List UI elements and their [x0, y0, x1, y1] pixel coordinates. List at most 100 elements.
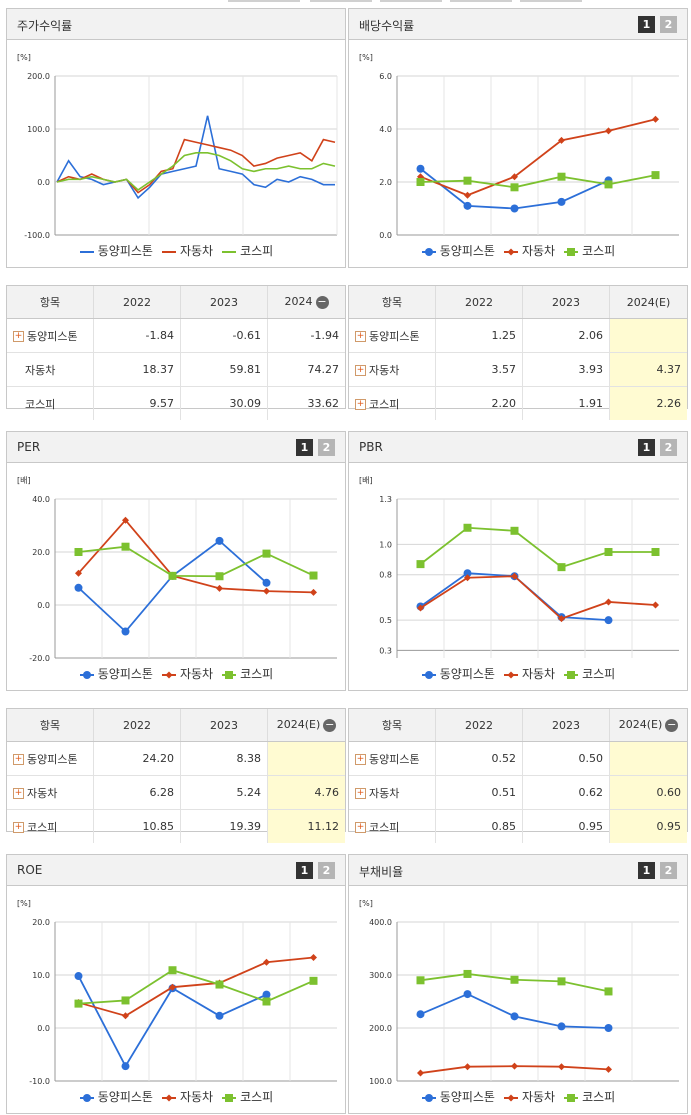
row-name[interactable]: + 자동차: [349, 352, 436, 387]
page-2-button[interactable]: 2: [318, 439, 335, 456]
panel-header: 배당수익률 1 2: [349, 9, 687, 40]
table-cell: 33.62: [307, 397, 340, 410]
stock-return-table-panel: 항목 2022 2023 2024− + 동양피스톤 -1.84 -0.61 -1.94 자동차 1…: [6, 285, 346, 420]
dividend-table-panel: 항목 2022 2023 2024(E) + 동양피스톤 1.25 2.06 + 자동차 3.57 3…: [348, 285, 688, 420]
table-cell: [609, 318, 687, 353]
table-header-row: 항목 2022 2023 2024(E): [349, 286, 687, 319]
page-2-button[interactable]: 2: [318, 862, 335, 879]
expand-plus-icon[interactable]: +: [355, 822, 366, 833]
page-1-button[interactable]: 1: [296, 439, 313, 456]
y-tick-label: 0.0: [37, 1024, 50, 1033]
data-point: [652, 115, 659, 123]
stock-return-table: 항목 2022 2023 2024− + 동양피스톤 -1.84 -0.61 -1.94 자동차 1…: [7, 286, 345, 420]
row-name[interactable]: + 동양피스톤: [349, 741, 436, 776]
table-row: 코스피 9.57 30.09 33.62: [7, 386, 345, 420]
data-point: [510, 1012, 519, 1021]
legend-label: 코스피: [582, 244, 616, 258]
page-2-button[interactable]: 2: [660, 862, 677, 879]
expand-plus-icon[interactable]: +: [355, 365, 366, 376]
panel-title: 주가수익률: [17, 19, 73, 33]
column-header: 항목: [7, 709, 94, 742]
table-cell: 74.27: [267, 352, 345, 387]
expand-plus-icon[interactable]: +: [355, 331, 366, 342]
data-point: [169, 983, 176, 991]
collapse-minus-icon[interactable]: −: [323, 717, 337, 732]
row-name[interactable]: + 동양피스톤: [7, 741, 94, 776]
row-name: 자동차: [7, 352, 94, 387]
unit-label: [%]: [359, 53, 373, 62]
legend-item: 동양피스톤: [421, 242, 495, 259]
data-point: [604, 1024, 613, 1032]
data-point: [604, 987, 613, 996]
legend-swatch: [421, 1093, 436, 1102]
collapse-minus-icon[interactable]: −: [665, 717, 679, 732]
expand-plus-icon[interactable]: +: [355, 399, 366, 410]
roe-panel: ROE 1 2 [%]20.010.00.0-10.02019202020212…: [6, 854, 346, 1114]
y-tick-label: 40.0: [32, 495, 50, 504]
expand-plus-icon[interactable]: +: [13, 788, 24, 799]
pbr-table-panel: 항목 2022 2023 2024(E) − + 동양피스톤 0.52 0.50 + 자동차 0.51…: [348, 708, 688, 843]
row-label: 자동차: [369, 363, 400, 377]
row-name[interactable]: + 동양피스톤: [7, 318, 94, 353]
series-line: [420, 174, 656, 189]
page-1-button[interactable]: 1: [638, 16, 655, 33]
data-point: [168, 571, 177, 580]
row-name[interactable]: + 코스피: [349, 809, 436, 843]
data-point: [74, 999, 83, 1008]
table-cell: [609, 741, 687, 776]
per-table: 항목 2022 2023 2024(E) − + 동양피스톤 24.20 8.38 + 자동차 6.2…: [7, 709, 345, 843]
column-header: 항목: [349, 709, 436, 742]
data-point: [464, 1063, 471, 1071]
page-1-button[interactable]: 1: [638, 862, 655, 879]
panel-title: 배당수익률: [359, 19, 415, 33]
row-name[interactable]: + 자동차: [349, 775, 436, 810]
column-header: 2023: [180, 709, 268, 742]
page-1-button[interactable]: 1: [638, 439, 655, 456]
expand-plus-icon[interactable]: +: [13, 331, 24, 342]
page-2-button[interactable]: 2: [660, 439, 677, 456]
row-label: 동양피스톤: [27, 329, 78, 343]
column-header: 2022: [435, 709, 523, 742]
row-label: 동양피스톤: [369, 752, 420, 766]
row-label: 코스피: [27, 820, 58, 834]
row-name[interactable]: + 자동차: [7, 775, 94, 810]
legend-swatch: [564, 1093, 579, 1102]
legend-item: 코스피: [221, 665, 273, 682]
unit-label: [%]: [359, 899, 373, 908]
collapse-minus-icon[interactable]: −: [315, 294, 329, 309]
data-point: [463, 523, 472, 532]
legend-label: 동양피스톤: [439, 244, 495, 258]
row-name[interactable]: + 동양피스톤: [349, 318, 436, 353]
legend-swatch: [79, 250, 94, 253]
table-header-row: 항목 2022 2023 2024(E) −: [7, 709, 345, 742]
expand-plus-icon[interactable]: +: [13, 754, 24, 765]
data-point: [121, 1062, 130, 1071]
legend-label: 동양피스톤: [97, 244, 153, 258]
dividend-yield-chart: [%]6.04.02.00.0201920202021202220232024(…: [359, 53, 679, 240]
page-2-button[interactable]: 2: [660, 16, 677, 33]
row-name[interactable]: + 코스피: [349, 386, 436, 420]
table-cell: 0.60: [609, 775, 687, 810]
row-label: 자동차: [25, 363, 56, 377]
row-label: 동양피스톤: [369, 329, 420, 343]
y-tick-label: 1.3: [379, 495, 392, 504]
table-cell: 59.81: [180, 352, 268, 387]
data-point: [510, 204, 519, 213]
data-point: [464, 191, 471, 199]
expand-plus-icon[interactable]: +: [355, 754, 366, 765]
row-label: 코스피: [369, 820, 400, 834]
expand-plus-icon[interactable]: +: [13, 822, 24, 833]
data-point: [309, 976, 318, 985]
table-row: + 동양피스톤 0.52 0.50: [349, 741, 687, 776]
table-header-row: 항목 2022 2023 2024(E) −: [349, 709, 687, 742]
data-point: [215, 536, 224, 545]
table-row: + 자동차 6.28 5.24 4.76: [7, 775, 345, 810]
column-header: 2023: [522, 709, 610, 742]
data-point: [511, 1062, 518, 1070]
page-1-button[interactable]: 1: [296, 862, 313, 879]
series-line: [420, 575, 656, 620]
expand-plus-icon[interactable]: +: [355, 788, 366, 799]
row-name[interactable]: + 코스피: [7, 809, 94, 843]
column-header: 항목: [7, 286, 94, 319]
stock-return-chart: [%]200.0100.00.0-100.02018/12/282020/08/…: [17, 53, 338, 240]
